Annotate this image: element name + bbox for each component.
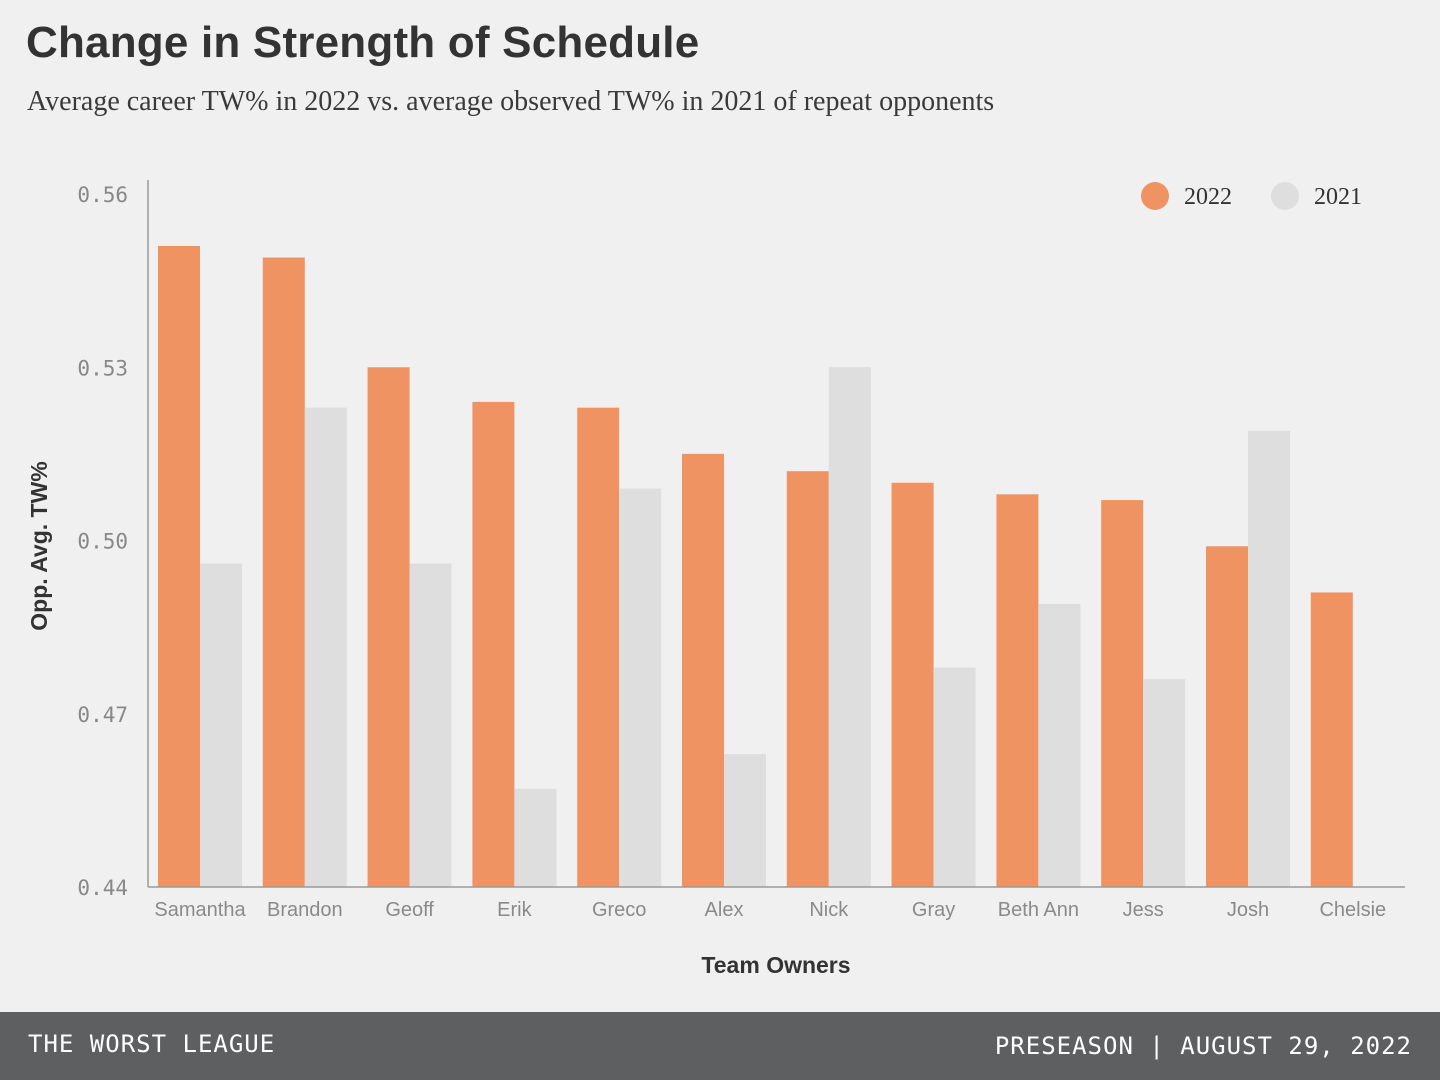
legend-marker [1141,182,1169,210]
bar-2022-erik [472,401,515,887]
bar-2021-josh [1248,430,1290,887]
y-tick-labels: 0.56 0.53 0.50 0.47 0.44 [77,183,128,900]
legend-label: 2021 [1314,184,1362,210]
x-tick-label: Samantha [154,899,246,921]
x-tick-label: Greco [592,899,646,921]
bar-2022-jess [1101,500,1144,887]
bar-2022-josh [1206,546,1248,887]
y-tick-label: 0.47 [77,703,128,727]
y-tick-label: 0.53 [77,356,128,380]
x-tick-label: Alex [705,899,744,921]
bar-2021-alex [724,754,766,887]
bar-2021-beth-ann [1038,604,1081,887]
bar-2022-samantha [158,245,200,888]
bar-2022-gray [891,482,934,887]
x-axis-label: Team Owners [701,952,850,978]
x-tick-label: Chelsie [1319,899,1386,921]
bar-2022-alex [682,453,724,887]
bar-2022-geoff [367,367,410,887]
x-tick-label: Geoff [385,899,434,921]
bar-2021-brandon [304,407,347,887]
x-tick-label: Beth Ann [998,899,1079,921]
bar-2021-geoff [409,563,452,887]
y-axis-label: Opp. Avg. TW% [26,461,52,631]
legend-label: 2022 [1184,184,1232,210]
chart-title: Change in Strength of Schedule [26,18,700,67]
bar-2022-beth-ann [996,494,1039,887]
x-tick-label: Gray [912,899,955,921]
y-tick-label: 0.50 [77,530,128,554]
bar-2021-erik [514,788,557,887]
chart-subtitle: Average career TW% in 2022 vs. average o… [27,86,995,117]
legend: 2022 2021 [1141,182,1362,210]
x-tick-label: Nick [809,899,849,921]
bar-2022-brandon [262,257,305,887]
bar-2021-samantha [200,563,242,887]
x-tick-label: Erik [497,899,532,921]
x-tick-label: Josh [1227,899,1269,921]
x-tick-label: Jess [1123,899,1164,921]
y-tick-label: 0.56 [77,183,128,207]
bar-2021-gray [933,667,976,887]
axes-group [147,180,1405,888]
x-tick-labels: Samantha Brandon Geoff Erik Greco Alex Nick Gra… [154,899,1386,921]
league-name: THE WORST LEAGUE [28,1030,276,1058]
bar-2022-greco [577,407,620,887]
bar-2021-greco [619,488,662,887]
bar-2021-nick [828,367,871,887]
bars-group [158,245,1353,888]
bar-2021-jess [1143,679,1186,887]
x-tick-label: Brandon [267,899,343,921]
footer-date: PRESEASON | AUGUST 29, 2022 [994,1032,1412,1060]
bar-2022-nick [786,471,829,887]
legend-marker [1271,182,1299,210]
footer-bar: THE WORST LEAGUE PRESEASON | AUGUST 29, … [0,1012,1440,1080]
y-tick-label: 0.44 [77,876,128,900]
bar-2022-chelsie [1310,592,1353,887]
bar-chart: 2022 2021 0.56 0.53 0.50 0.47 0.44 Samantha Br… [26,180,1405,978]
